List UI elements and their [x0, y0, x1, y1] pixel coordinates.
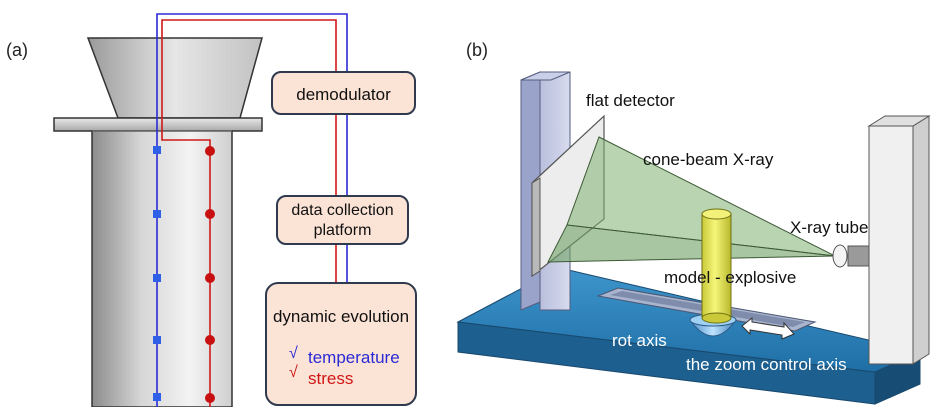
stress-sensor — [205, 335, 215, 345]
explosive-model-top — [701, 208, 732, 220]
right-pillar-side — [912, 115, 930, 365]
explosive-model-bottom — [701, 312, 732, 324]
explosive-model — [701, 213, 732, 319]
demodulator-box — [271, 71, 416, 115]
stress-sensor — [205, 146, 215, 156]
temperature-check: √ — [289, 345, 298, 362]
zoom-axis-arrow — [741, 316, 795, 340]
cone-beam-lower — [547, 224, 836, 263]
right-pillar-top — [867, 115, 931, 127]
stress-sensors — [205, 146, 215, 403]
temperature-sensor — [153, 336, 161, 344]
dynamic-evolution-box — [265, 282, 417, 406]
temperature-sensor — [153, 393, 161, 401]
dynamic-evolution-title: dynamic evolution — [273, 307, 409, 326]
flat-detector-label: flat detector — [586, 91, 675, 110]
xray-tube-face — [832, 244, 848, 268]
xray-tube-label: X-ray tube — [790, 218, 868, 237]
stress-label: stress — [308, 369, 353, 388]
stress-check: √ — [289, 364, 298, 381]
temperature-label: temperature — [308, 348, 400, 367]
rot-axis-label: rot axis — [612, 331, 667, 350]
panel-a-label: (a) — [6, 40, 28, 60]
stress-sensor — [205, 209, 215, 219]
zoom-axis-label: the zoom control axis — [686, 355, 847, 374]
stress-fiber — [161, 19, 337, 407]
data-collection-platform-box — [276, 195, 409, 245]
xray-tube — [847, 245, 870, 267]
stress-sensor — [205, 393, 215, 403]
right-pillar — [868, 125, 914, 365]
temperature-sensor — [153, 146, 161, 154]
model-label: model - explosive — [664, 268, 796, 287]
flange — [53, 117, 263, 132]
temperature-sensors — [153, 146, 161, 401]
temperature-sensor — [153, 210, 161, 218]
panel-b-label: (b) — [466, 40, 488, 60]
platform-label-line1: data collection — [291, 202, 393, 219]
panel-b: (b) flat detect — [456, 40, 931, 405]
container-cylinder — [91, 130, 233, 407]
demodulator-label: demodulator — [296, 85, 391, 104]
platform-label-line2: platform — [314, 222, 372, 239]
cone-beam-label: cone-beam X-ray — [643, 150, 774, 169]
left-pillar-top — [520, 71, 571, 81]
funnel — [86, 37, 263, 119]
stress-sensor — [205, 273, 215, 283]
temperature-sensor — [153, 274, 161, 282]
panel-a: (a) demodulator — [6, 13, 417, 407]
flat-detector-edge — [531, 177, 541, 277]
